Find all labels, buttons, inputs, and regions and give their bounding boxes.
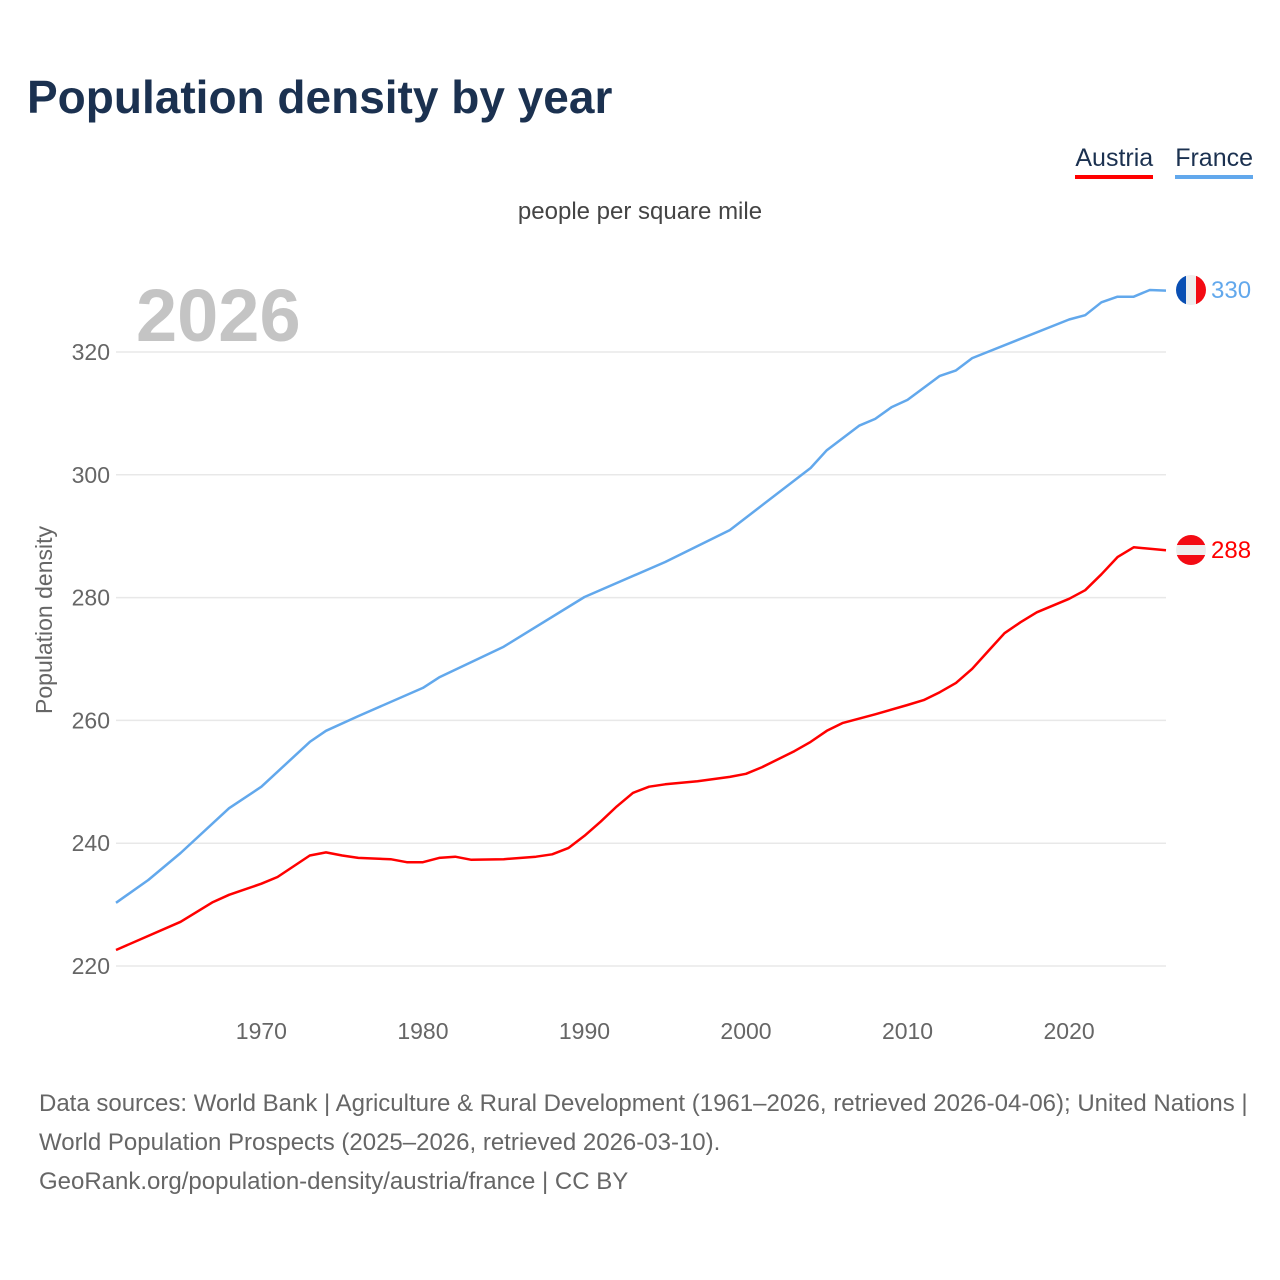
- legend-item-france[interactable]: France: [1175, 144, 1253, 179]
- legend-item-austria[interactable]: Austria: [1075, 144, 1154, 179]
- france-flag-icon: [1176, 275, 1206, 305]
- series-line-france: [115, 288, 1167, 904]
- legend: Austria France: [1075, 144, 1253, 179]
- x-tick-label: 2000: [720, 1018, 771, 1044]
- x-tick-label: 2020: [1043, 1018, 1094, 1044]
- attribution: GeoRank.org/population-density/austria/f…: [39, 1168, 629, 1195]
- series-line-austria: [115, 546, 1167, 952]
- y-tick-label: 220: [72, 953, 110, 979]
- austria-end-label: 288: [1211, 537, 1251, 564]
- france-end-label: 330: [1211, 277, 1251, 304]
- data-sources: Data sources: World Bank | Agriculture &…: [39, 1090, 1248, 1156]
- y-tick-label: 260: [72, 707, 110, 733]
- x-tick-label: 2010: [882, 1018, 933, 1044]
- x-tick-label: 1980: [397, 1018, 448, 1044]
- y-tick-label: 240: [72, 830, 110, 856]
- y-tick-label: 280: [72, 585, 110, 611]
- austria-flag-icon: [1176, 535, 1206, 565]
- footer: Data sources: World Bank | Agriculture &…: [39, 1084, 1249, 1201]
- chart-subtitle: people per square mile: [517, 198, 763, 225]
- x-tick-label: 1970: [236, 1018, 287, 1044]
- chart-title: Population density by year: [27, 71, 613, 123]
- y-tick-label: 300: [72, 462, 110, 488]
- y-axis-label: Population density: [31, 526, 57, 714]
- y-tick-label: 320: [72, 339, 110, 365]
- x-tick-label: 1990: [559, 1018, 610, 1044]
- year-watermark: 2026: [136, 274, 301, 357]
